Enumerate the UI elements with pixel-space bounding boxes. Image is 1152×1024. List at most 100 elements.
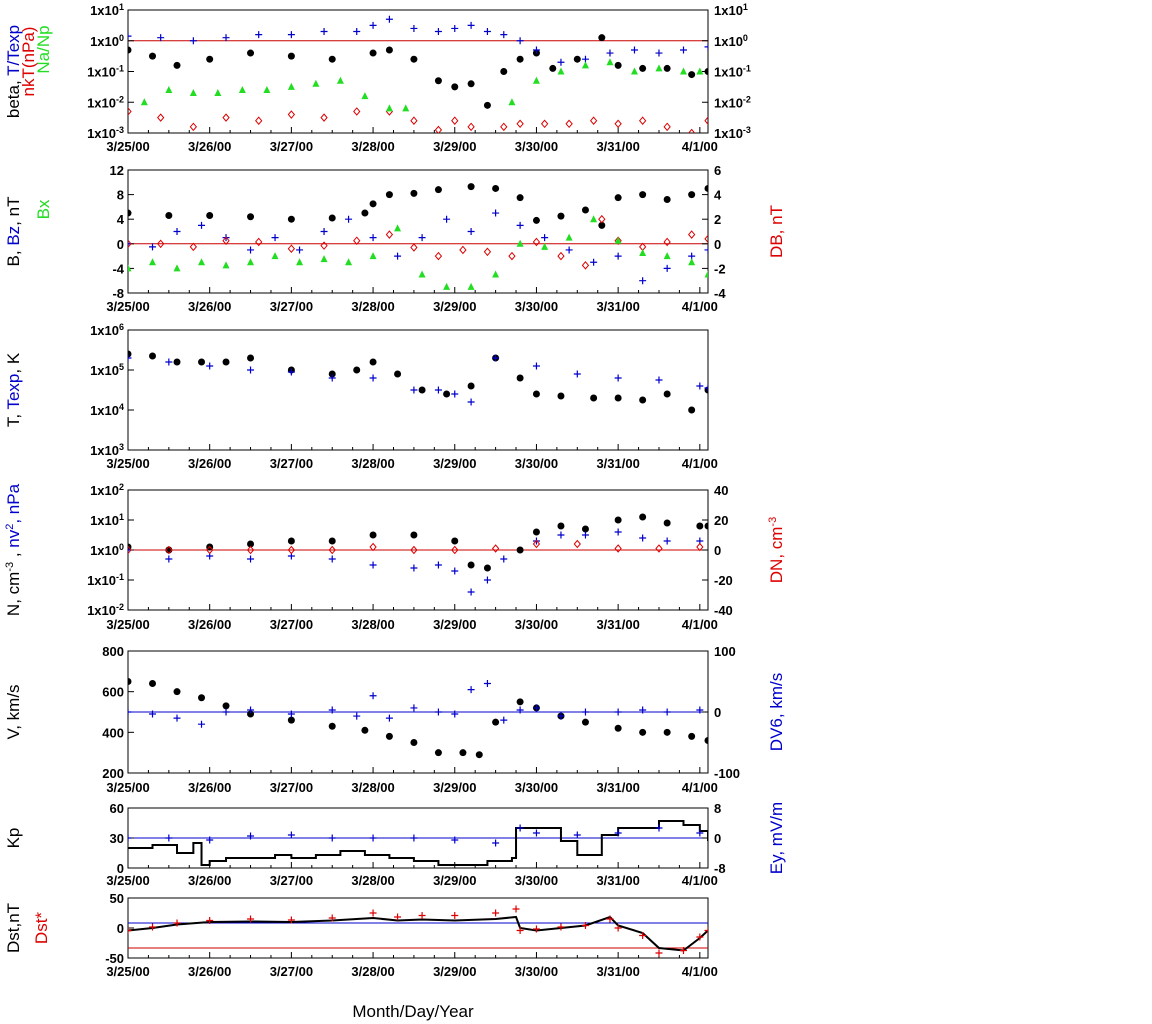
velocity-series-1-point (500, 716, 508, 724)
temp-y-tick-exp: 5 (119, 362, 124, 372)
beta-series-2-point (467, 122, 475, 132)
density-series-0-point (451, 537, 459, 545)
0.ylabel_parts|beta-ylabel: beta, T/Texp (4, 25, 23, 118)
density-series-1-point (165, 555, 173, 563)
beta-series-3-point (189, 89, 197, 97)
dst-x-tick-label: 3/30/00 (515, 964, 558, 979)
x-axis-title: Month/Day/Year (352, 1002, 474, 1021)
bfield-series-0-point (410, 189, 418, 197)
density-series-0-point (614, 516, 622, 524)
velocity-series-0-point (247, 710, 255, 718)
temp-series-0-point (198, 358, 206, 366)
beta-y-tick-base: 1x10 (90, 3, 119, 18)
bfield-series-0-point (704, 184, 708, 192)
beta-series-0-point (688, 71, 696, 79)
velocity-x-tick-label: 3/26/00 (188, 780, 231, 795)
bfield-series-0-point (287, 215, 295, 223)
beta-series-1-point (557, 58, 565, 66)
velocity-series-group (128, 678, 708, 759)
density-series-2-point (491, 544, 500, 553)
density-y-tick-label: 1x102 (90, 482, 124, 498)
dst-series-1-point (173, 919, 181, 927)
bfield-series-3-point (688, 258, 696, 266)
5.ylabel_parts|kp-ylabel: Kp (4, 828, 23, 849)
velocity-x-tick-label: 3/25/00 (106, 780, 149, 795)
temp-y-tick-label: 1x105 (90, 362, 124, 378)
beta-series-3-point (679, 67, 687, 75)
beta-series-2-point (638, 116, 647, 125)
beta-series-2-point (353, 107, 361, 116)
panel-kp: 3/25/00 3/26/00 3/27/00 3/28/00 3/29/00 3/30/… (106, 801, 725, 888)
1.ylabel_parts|bfield-ylabel-part: B, (4, 246, 23, 267)
4.ylabel_parts|velocity-ylabel: V, km/s (4, 684, 23, 739)
velocity-series-1-point (353, 712, 361, 720)
density-series-2-point (328, 545, 336, 555)
density-x-tick-label: 3/30/00 (515, 617, 558, 632)
density-series-2-point (655, 544, 663, 553)
dst-series-group (128, 905, 708, 957)
temp-x-tick-label: 3/30/00 (515, 456, 558, 471)
temp-x-tick-label: 3/31/00 (596, 456, 639, 471)
dst-series-1-point (532, 925, 540, 933)
velocity-series-0-point (492, 718, 500, 726)
beta-series-group (128, 15, 708, 133)
bfield-series-3-point (516, 239, 524, 247)
bfield-series-1-point (394, 252, 402, 260)
dst-x-tick-label: 3/26/00 (188, 964, 231, 979)
bfield-series-0-point (532, 216, 540, 224)
bfield-series-2-point (320, 241, 328, 250)
density-y-tick-exp: -2 (116, 602, 124, 612)
density-series-1-point (247, 555, 255, 563)
beta-y-tick-base: 1x10 (90, 34, 119, 49)
panel-bfield: 3/25/00 3/26/00 3/27/00 3/28/00 3/29/00 3/30/… (106, 163, 726, 314)
kp-y2-tick-label: 0 (714, 831, 721, 846)
density-y-tick-exp: 2 (119, 482, 124, 492)
dst-series-1-point (704, 927, 708, 934)
velocity-series-0-point (361, 726, 369, 734)
bfield-series-0-point (688, 191, 696, 199)
bfield-series-3-point (394, 224, 402, 232)
bfield-series-0-point (598, 221, 606, 229)
beta-x-tick-label: 3/31/00 (596, 139, 639, 154)
velocity-series-0-point (128, 678, 132, 685)
velocity-y2-tick-label: 0 (714, 705, 721, 720)
bfield-y-tick-label: -8 (112, 286, 124, 301)
temp-series-0-point (128, 350, 132, 358)
bfield-y2-tick-label: 0 (714, 237, 721, 252)
beta-series-0-point (434, 77, 442, 85)
density-series-0-point (532, 528, 540, 536)
density-series-0-point (663, 519, 671, 527)
density-series-2-point (573, 539, 581, 549)
6.ylabel_parts|dst-ylabel: Dst,nT (4, 903, 23, 953)
temp-series-0-point (639, 396, 647, 404)
beta-series-1-point (385, 15, 393, 23)
bfield-series-3-point (173, 264, 181, 272)
temp-series-0-point (663, 390, 671, 398)
beta-series-0-point (410, 55, 418, 63)
beta-series-2-point (516, 119, 524, 129)
temp-series-0-point (328, 370, 336, 378)
beta-series-1-point (467, 21, 475, 29)
bfield-series-2-point (688, 230, 696, 239)
density-series-0-point (696, 522, 704, 530)
velocity-series-1-point (483, 680, 491, 688)
density-x-tick-label: 3/28/00 (351, 617, 394, 632)
kp-series-1-point (287, 831, 295, 839)
velocity-y-tick-label: 600 (102, 685, 124, 700)
3.ylabel_parts|density-ylabel-part: nv (4, 529, 23, 547)
velocity-series-0-point (663, 728, 671, 736)
velocity-series-1-point (222, 708, 230, 716)
beta-series-2-point (565, 119, 573, 129)
temp-series-1-point (655, 376, 663, 384)
beta-series-3-point (361, 92, 369, 100)
4.ylabel_parts|velocity-ylabel-part: V, km/s (4, 684, 23, 739)
temp-frame (127, 329, 709, 451)
bfield-series-1-point (198, 221, 206, 229)
velocity-series-1-point (434, 708, 442, 716)
beta-x-tick-label: 3/28/00 (351, 139, 394, 154)
bfield-series-1-point (704, 246, 708, 254)
kp-series-1-point (532, 829, 540, 837)
panel-beta: 3/25/00 3/26/00 3/27/00 3/28/00 3/29/00 3/30/… (87, 2, 751, 154)
beta-series-1-point (483, 28, 491, 36)
velocity-x-tick-label: 4/1/00 (682, 780, 718, 795)
